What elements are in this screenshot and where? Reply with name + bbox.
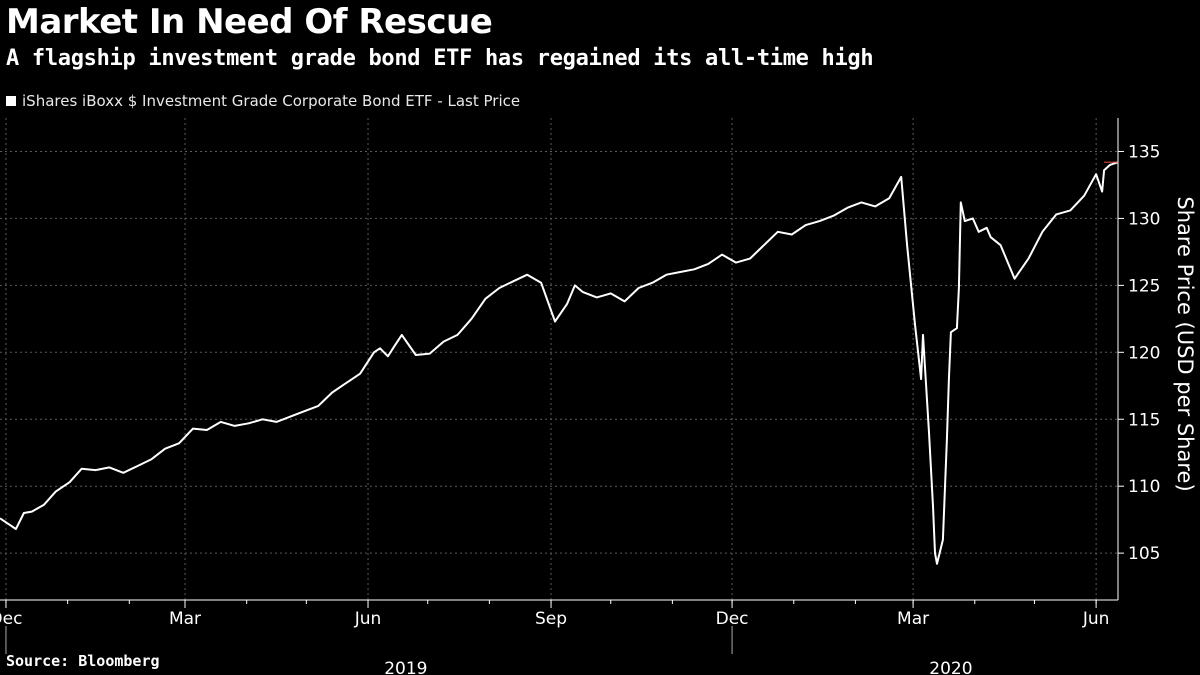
source-note: Source: Bloomberg (6, 652, 160, 670)
year-label-2020: 2020 (929, 659, 972, 675)
x-tick-label: Jun (1082, 609, 1110, 629)
tick-labels: 105 110 115 120 125 130 135 Dec Mar Jun Sep Dec Mar J… (0, 142, 1197, 675)
chart-title: Market In Need Of Rescue (6, 2, 493, 42)
grid-lines (0, 118, 1118, 600)
legend-swatch (6, 96, 16, 106)
x-tick-label: Dec (0, 609, 22, 629)
x-tick-label: Jun (354, 609, 382, 629)
y-tick-label: 115 (1128, 410, 1160, 430)
series-line (0, 161, 1119, 565)
y-tick-label: 120 (1128, 343, 1160, 363)
x-tick-label: Mar (897, 609, 929, 629)
y-axis-title: Share Price (USD per Share) (1173, 196, 1197, 491)
year-label-2019: 2019 (384, 659, 427, 675)
y-tick-label: 130 (1128, 209, 1160, 229)
legend-label: iShares iBoxx $ Investment Grade Corpora… (22, 92, 521, 110)
y-tick-label: 110 (1128, 477, 1160, 497)
y-tick-label: 105 (1128, 544, 1160, 564)
legend: iShares iBoxx $ Investment Grade Corpora… (6, 92, 520, 110)
y-tick-label: 125 (1128, 276, 1160, 296)
x-tick-label: Dec (716, 609, 749, 629)
x-tick-label: Sep (535, 609, 567, 629)
series-layer (0, 161, 1119, 565)
y-tick-label: 135 (1128, 142, 1160, 162)
chart-subtitle: A flagship investment grade bond ETF has… (6, 46, 874, 71)
axes (0, 118, 1124, 654)
x-tick-label: Mar (169, 609, 201, 629)
